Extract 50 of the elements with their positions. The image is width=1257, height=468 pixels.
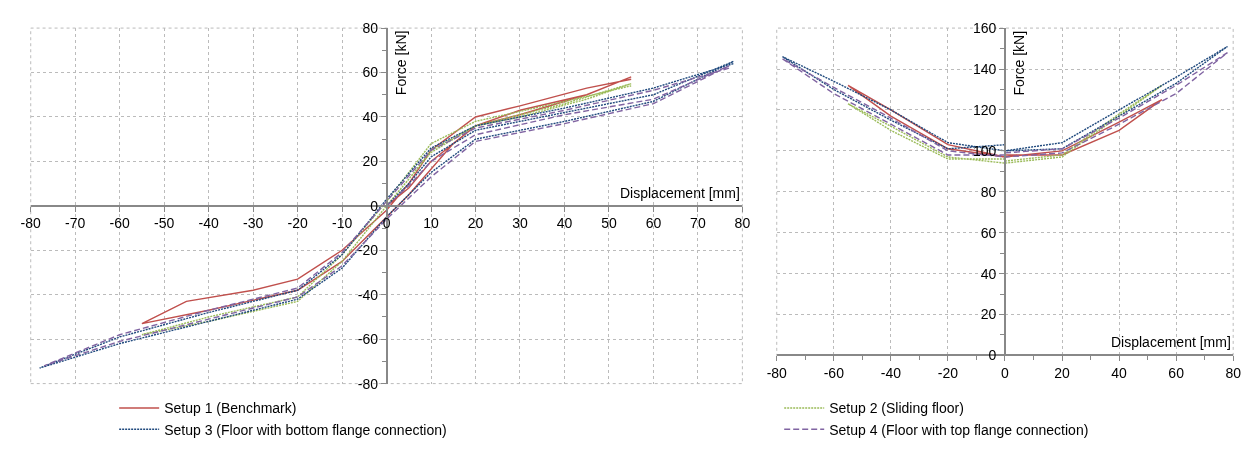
x-tick-label: 80 <box>734 215 751 232</box>
y-tick-label: -60 <box>357 331 379 348</box>
y-tick-label: -40 <box>357 286 379 303</box>
y-tick-label: 0 <box>370 197 379 214</box>
x-tick-label: 10 <box>423 215 440 232</box>
x-tick-label: -20 <box>287 215 308 232</box>
y-tick-label: 60 <box>362 64 379 81</box>
legend-label: Setup 3 (Floor with bottom flange connection) <box>164 421 447 438</box>
x-tick-label: -40 <box>880 364 902 381</box>
legend-label: Setup 2 (Sliding floor) <box>829 400 964 417</box>
x-tick-label: 40 <box>556 215 573 232</box>
y-tick-label: 20 <box>362 153 379 170</box>
x-tick-label: 30 <box>512 215 528 232</box>
x-tick-label: 40 <box>1111 364 1128 381</box>
y-tick-label: 140 <box>973 60 997 77</box>
x-tick-label: 60 <box>1168 364 1185 381</box>
x-axis-title: Displacement [mm] <box>620 185 740 201</box>
y-axis-title: Force [kN] <box>392 30 409 96</box>
x-tick-label: -80 <box>20 215 42 232</box>
x-tick-label: 60 <box>645 215 662 232</box>
y-tick-label: -20 <box>357 242 379 259</box>
x-tick-label: -70 <box>65 215 86 232</box>
x-tick-label: 20 <box>467 215 484 232</box>
x-tick-label: 0 <box>382 215 391 232</box>
x-tick-label: 50 <box>601 215 617 232</box>
x-tick-label: 20 <box>1054 364 1071 381</box>
legend-label: Setup 1 (Benchmark) <box>164 400 297 417</box>
y-tick-label: 160 <box>973 19 997 36</box>
y-tick-label: 80 <box>362 19 379 36</box>
x-tick-label: 80 <box>1225 364 1242 381</box>
y-tick-label: 120 <box>973 101 997 118</box>
y-tick-label: 20 <box>980 306 997 323</box>
y-tick-label: 40 <box>362 108 379 125</box>
x-tick-label: -10 <box>331 215 353 232</box>
y-axis-title: Force [kN] <box>1011 30 1028 96</box>
x-tick-label: -40 <box>198 215 219 232</box>
x-tick-label: -50 <box>154 215 175 232</box>
x-tick-label: -80 <box>766 364 788 381</box>
x-tick-label: -60 <box>109 215 131 232</box>
x-tick-label: -30 <box>243 215 264 232</box>
x-axis-title: Displacement [mm] <box>1111 334 1231 350</box>
y-tick-label: 0 <box>988 347 997 364</box>
x-tick-label: 70 <box>690 215 706 232</box>
x-tick-label: -20 <box>937 364 959 381</box>
y-tick-label: -80 <box>357 375 379 392</box>
x-tick-label: 0 <box>1001 364 1010 381</box>
x-tick-label: -60 <box>823 364 845 381</box>
y-tick-label: 80 <box>980 183 997 200</box>
y-tick-label: 40 <box>980 265 997 282</box>
legend-label: Setup 4 (Floor with top flange connection) <box>829 421 1089 438</box>
